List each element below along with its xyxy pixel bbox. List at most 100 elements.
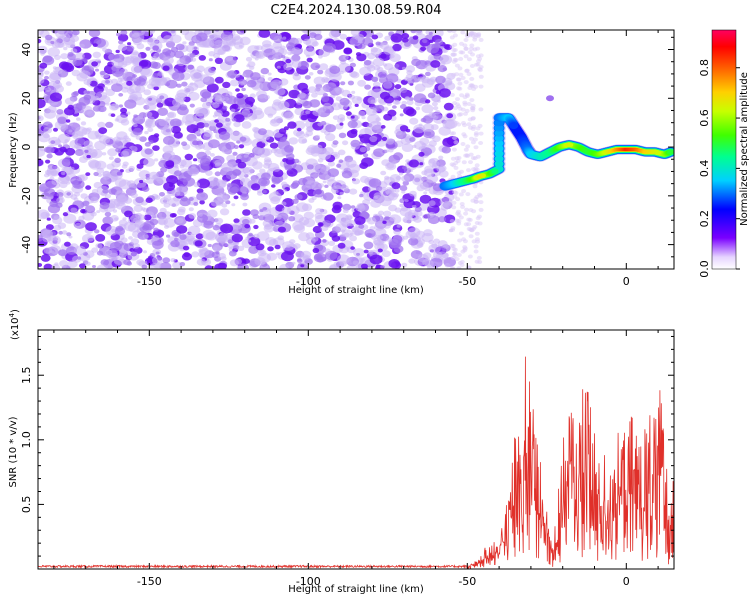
noise-blob [456, 112, 462, 117]
noise-blob [85, 261, 91, 266]
noise-blob [259, 209, 264, 213]
noise-blob [463, 111, 468, 116]
noise-blob [384, 175, 390, 180]
noise-blob [143, 157, 155, 167]
noise-blob [432, 135, 441, 143]
noise-blob [65, 147, 76, 156]
noise-blob [221, 36, 234, 46]
noise-blob [451, 59, 457, 64]
noise-blob [116, 32, 121, 37]
noise-blob [292, 74, 301, 81]
noise-blob [329, 65, 341, 74]
noise-blob [242, 202, 248, 207]
noise-blob [457, 66, 463, 71]
noise-blob [163, 56, 174, 65]
noise-blob [466, 57, 472, 62]
noise-blob [422, 123, 435, 132]
heatmap-noise-blobs [38, 30, 484, 269]
noise-blob [347, 120, 358, 129]
noise-blob [361, 157, 374, 167]
noise-blob [340, 184, 349, 192]
noise-blob [317, 69, 324, 75]
noise-blob [80, 208, 87, 214]
noise-blob [58, 61, 70, 70]
noise-blob [92, 105, 101, 112]
noise-blob [193, 182, 200, 188]
noise-blob [107, 148, 118, 157]
noise-blob [214, 39, 223, 47]
noise-blob [196, 192, 209, 201]
noise-blob [118, 104, 123, 108]
noise-blob [473, 244, 479, 249]
noise-blob [203, 220, 214, 229]
figure-title: C2E4.2024.130.08.59.R04 [270, 3, 441, 18]
noise-blob [79, 156, 88, 164]
noise-blob [299, 99, 305, 104]
noise-blob [262, 134, 270, 141]
noise-blob [173, 131, 183, 139]
noise-blob [327, 168, 339, 178]
noise-blob [132, 77, 137, 82]
noise-blob [201, 91, 212, 99]
noise-blob [317, 222, 324, 227]
noise-blob [236, 30, 247, 35]
noise-blob [267, 113, 274, 118]
noise-blob [424, 99, 431, 104]
noise-blob [126, 45, 135, 52]
noise-blob [189, 53, 196, 58]
noise-blob [162, 35, 174, 44]
noise-blob [412, 35, 419, 40]
noise-blob [38, 71, 44, 76]
noise-blob [159, 95, 165, 100]
noise-blob [94, 140, 107, 151]
noise-blob [291, 54, 301, 62]
noise-blob [474, 259, 480, 264]
noise-blob [225, 122, 231, 127]
noise-blob [222, 81, 231, 89]
noise-blob [165, 160, 175, 168]
noise-blob [458, 72, 464, 77]
noise-blob [40, 52, 45, 56]
noise-blob [291, 261, 296, 265]
noise-blob [248, 236, 261, 247]
heatmap-x-axis-label: Height of straight line (km) [288, 285, 424, 296]
noise-blob [51, 264, 60, 269]
noise-blob [300, 60, 308, 67]
noise-blob [262, 190, 267, 194]
noise-blob [180, 159, 193, 168]
noise-blob [305, 180, 317, 189]
noise-blob [214, 263, 227, 269]
noise-blob [312, 109, 322, 117]
noise-blob [294, 107, 305, 116]
noise-blob [414, 206, 422, 213]
noise-blob [452, 136, 457, 140]
noise-blob [456, 266, 462, 269]
noise-blob [91, 188, 99, 194]
noise-blob [162, 48, 172, 56]
noise-blob [129, 248, 135, 252]
noise-blob [393, 229, 401, 235]
noise-blob [264, 157, 272, 163]
noise-blob [318, 183, 324, 188]
noise-blob [110, 170, 123, 180]
noise-blob [459, 93, 465, 98]
noise-blob [478, 207, 484, 212]
noise-blob [159, 192, 165, 197]
noise-blob [83, 66, 90, 71]
noise-blob [39, 62, 48, 69]
noise-blob [237, 245, 245, 251]
noise-blob [64, 241, 71, 247]
noise-blob [67, 53, 77, 61]
noise-blob [451, 72, 457, 77]
noise-blob [151, 55, 157, 61]
noise-blob [191, 251, 200, 258]
noise-blob [64, 139, 69, 143]
noise-blob [225, 117, 231, 122]
noise-blob [214, 57, 223, 64]
noise-blob [394, 128, 403, 136]
line-background [38, 330, 674, 569]
noise-blob [469, 64, 475, 68]
noise-blob [315, 134, 321, 139]
noise-blob [369, 120, 382, 130]
